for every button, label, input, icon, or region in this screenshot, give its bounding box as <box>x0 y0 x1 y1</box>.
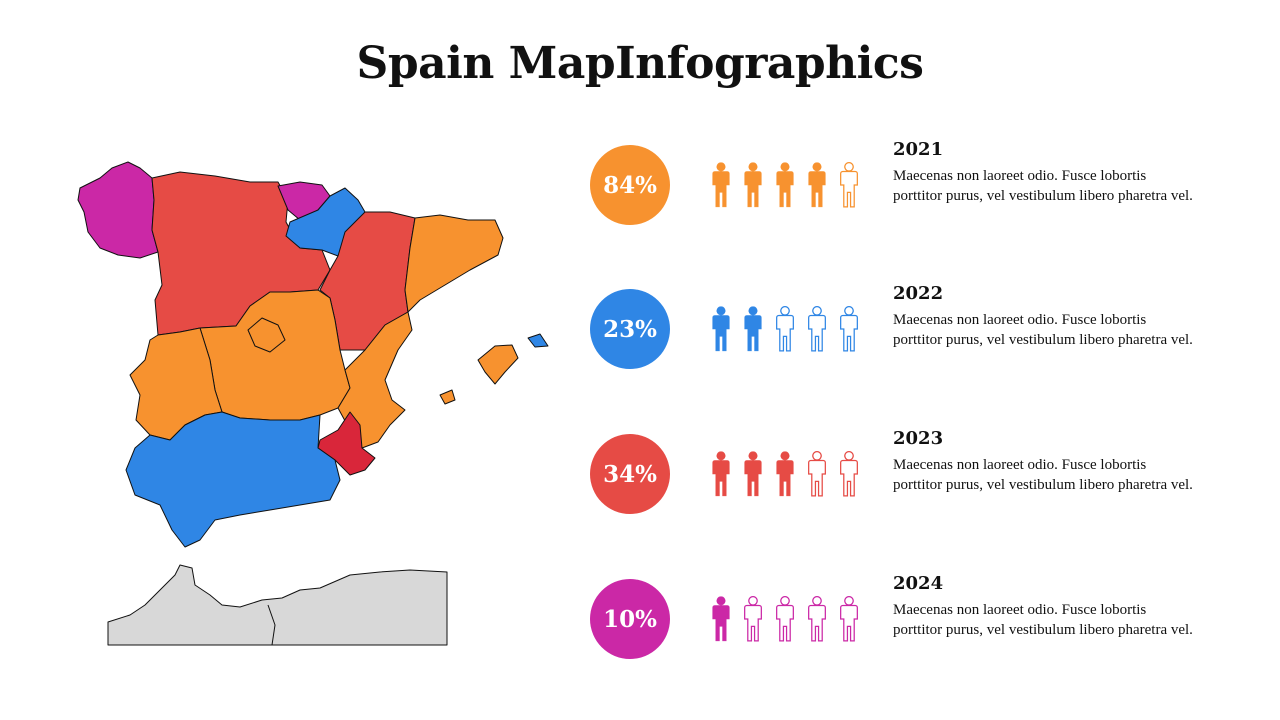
description: Maecenas non laoreet odio. Fusce loborti… <box>893 168 1193 204</box>
percent-circle: 10% <box>590 579 670 659</box>
region-madrid <box>247 317 286 353</box>
people-icons <box>708 159 868 211</box>
percent-circle: 23% <box>590 289 670 369</box>
year-label: 2024 <box>893 573 944 594</box>
region-catalonia <box>404 214 504 313</box>
region-galicia <box>77 161 159 259</box>
person-icon <box>776 162 794 208</box>
stat-row-3: 34% 2023 Maecenas non laoreet odio. Fusc… <box>588 428 1228 534</box>
spain-map <box>77 161 549 646</box>
people-icons <box>708 593 868 645</box>
person-icon <box>808 306 826 352</box>
person-icon <box>712 306 730 352</box>
person-icon <box>808 451 826 497</box>
region-ibiza <box>439 389 456 405</box>
person-icon <box>712 451 730 497</box>
people-icons <box>708 303 868 355</box>
year-label: 2022 <box>893 283 944 304</box>
region-north-africa <box>107 564 448 646</box>
person-icon <box>776 306 794 352</box>
stat-row-1: 84% 2021 Maecenas non laoreet odio. Fusc… <box>588 139 1228 245</box>
region-valencia <box>337 311 413 449</box>
year-label: 2021 <box>893 139 944 160</box>
description: Maecenas non laoreet odio. Fusce loborti… <box>893 602 1193 638</box>
region-menorca <box>527 333 549 348</box>
person-icon <box>808 162 826 208</box>
person-icon <box>840 162 858 208</box>
description: Maecenas non laoreet odio. Fusce loborti… <box>893 312 1193 348</box>
person-icon <box>840 306 858 352</box>
person-icon <box>744 162 762 208</box>
person-icon <box>776 596 794 642</box>
year-label: 2023 <box>893 428 944 449</box>
person-icon <box>744 306 762 352</box>
person-icon <box>776 451 794 497</box>
person-icon <box>808 596 826 642</box>
person-icon <box>744 451 762 497</box>
stat-row-2: 23% 2022 Maecenas non laoreet odio. Fusc… <box>588 283 1228 389</box>
person-icon <box>744 596 762 642</box>
person-icon <box>840 451 858 497</box>
percent-circle: 34% <box>590 434 670 514</box>
person-icon <box>840 596 858 642</box>
person-icon <box>712 596 730 642</box>
region-mallorca <box>477 344 519 385</box>
region-andalusia <box>125 411 341 548</box>
stat-row-4: 10% 2024 Maecenas non laoreet odio. Fusc… <box>588 573 1228 679</box>
page-title: Spain MapInfographics <box>356 38 924 89</box>
percent-circle: 84% <box>590 145 670 225</box>
description: Maecenas non laoreet odio. Fusce loborti… <box>893 457 1193 493</box>
people-icons <box>708 448 868 500</box>
person-icon <box>712 162 730 208</box>
